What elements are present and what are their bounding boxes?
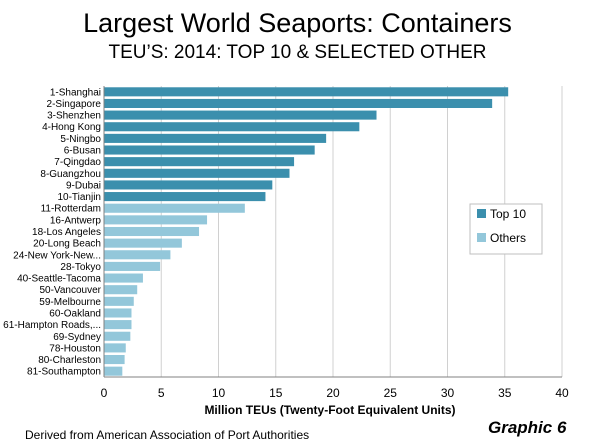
- x-tick-label: 15: [269, 386, 283, 400]
- x-tick-label: 35: [498, 386, 512, 400]
- bar: [104, 133, 327, 143]
- category-label: 7-Qingdao: [54, 157, 101, 168]
- category-label: 78-Houston: [49, 343, 101, 354]
- legend-label-others: Others: [490, 231, 526, 245]
- bar: [104, 203, 245, 213]
- category-label: 10-Tianjin: [57, 192, 101, 203]
- bar: [104, 122, 360, 132]
- category-label: 59-Melbourne: [39, 297, 101, 308]
- category-label: 61-Hampton Roads,...: [3, 320, 101, 331]
- category-label: 6-Busan: [64, 146, 101, 157]
- category-label: 5-Ningbo: [60, 134, 101, 145]
- category-label: 40-Seattle-Tacoma: [17, 274, 101, 285]
- category-label: 50-Vancouver: [39, 285, 101, 296]
- category-label: 28-Tokyo: [60, 262, 101, 273]
- bar: [104, 355, 125, 365]
- x-tick-label: 0: [101, 386, 108, 400]
- bar: [104, 343, 126, 353]
- bar: [104, 238, 182, 248]
- bars: [104, 87, 509, 376]
- category-label: 80-Charleston: [38, 355, 101, 366]
- bar: [104, 366, 123, 376]
- bar: [104, 261, 161, 271]
- x-tick-label: 30: [441, 386, 455, 400]
- category-label: 18-Los Angeles: [32, 227, 101, 238]
- bar: [104, 110, 377, 120]
- category-label: 11-Rotterdam: [41, 204, 101, 215]
- category-label: 1-Shanghai: [50, 87, 101, 98]
- bar: [104, 308, 132, 318]
- category-label: 16-Antwerp: [50, 215, 102, 226]
- bar: [104, 180, 273, 190]
- x-axis-label: Million TEUs (Twenty-Foot Equivalent Uni…: [204, 403, 455, 417]
- bar: [104, 157, 295, 167]
- bar: [104, 250, 171, 260]
- x-tick-labels: 0 5 10 15 20 25 30 35 40: [101, 386, 569, 400]
- category-label: 81-Southampton: [27, 367, 101, 378]
- category-label: 69-Sydney: [53, 332, 101, 343]
- category-label: 2-Singapore: [47, 99, 102, 110]
- bar: [104, 98, 493, 108]
- x-tick-label: 10: [212, 386, 226, 400]
- legend-swatch-top10: [477, 209, 486, 218]
- x-tick-label: 5: [158, 386, 165, 400]
- bar: [104, 273, 143, 283]
- legend-label-top10: Top 10: [490, 207, 526, 221]
- category-label: 9-Dubai: [66, 180, 101, 191]
- legend-swatch-others: [477, 233, 486, 242]
- category-label: 3-Shenzhen: [47, 111, 101, 122]
- bar: [104, 168, 290, 178]
- x-tick-label: 25: [384, 386, 398, 400]
- category-label: 8-Guangzhou: [40, 169, 101, 180]
- bar: [104, 285, 138, 295]
- legend: Top 10 Others: [469, 203, 543, 255]
- bar: [104, 296, 134, 306]
- x-tick-label: 20: [326, 386, 340, 400]
- bar: [104, 215, 208, 225]
- bar: [104, 87, 509, 97]
- bar: [104, 145, 315, 155]
- chart-subtitle: TEU’S: 2014: TOP 10 & SELECTED OTHER: [108, 42, 487, 63]
- x-tick-label: 40: [555, 386, 569, 400]
- chart-title: Largest World Seaports: Containers: [83, 8, 512, 38]
- bar: [104, 226, 200, 237]
- graphic-label: Graphic 6: [488, 418, 567, 437]
- bar: [104, 331, 131, 341]
- bar: [104, 192, 266, 202]
- bar: [104, 320, 132, 330]
- source-note: Derived from American Association of Por…: [25, 428, 310, 442]
- category-label: 24-New York-New...: [13, 250, 101, 261]
- category-label: 20-Long Beach: [33, 239, 101, 250]
- axes: [103, 86, 562, 378]
- category-label: 4-Hong Kong: [42, 122, 101, 133]
- category-label: 60-Oakland: [49, 308, 101, 319]
